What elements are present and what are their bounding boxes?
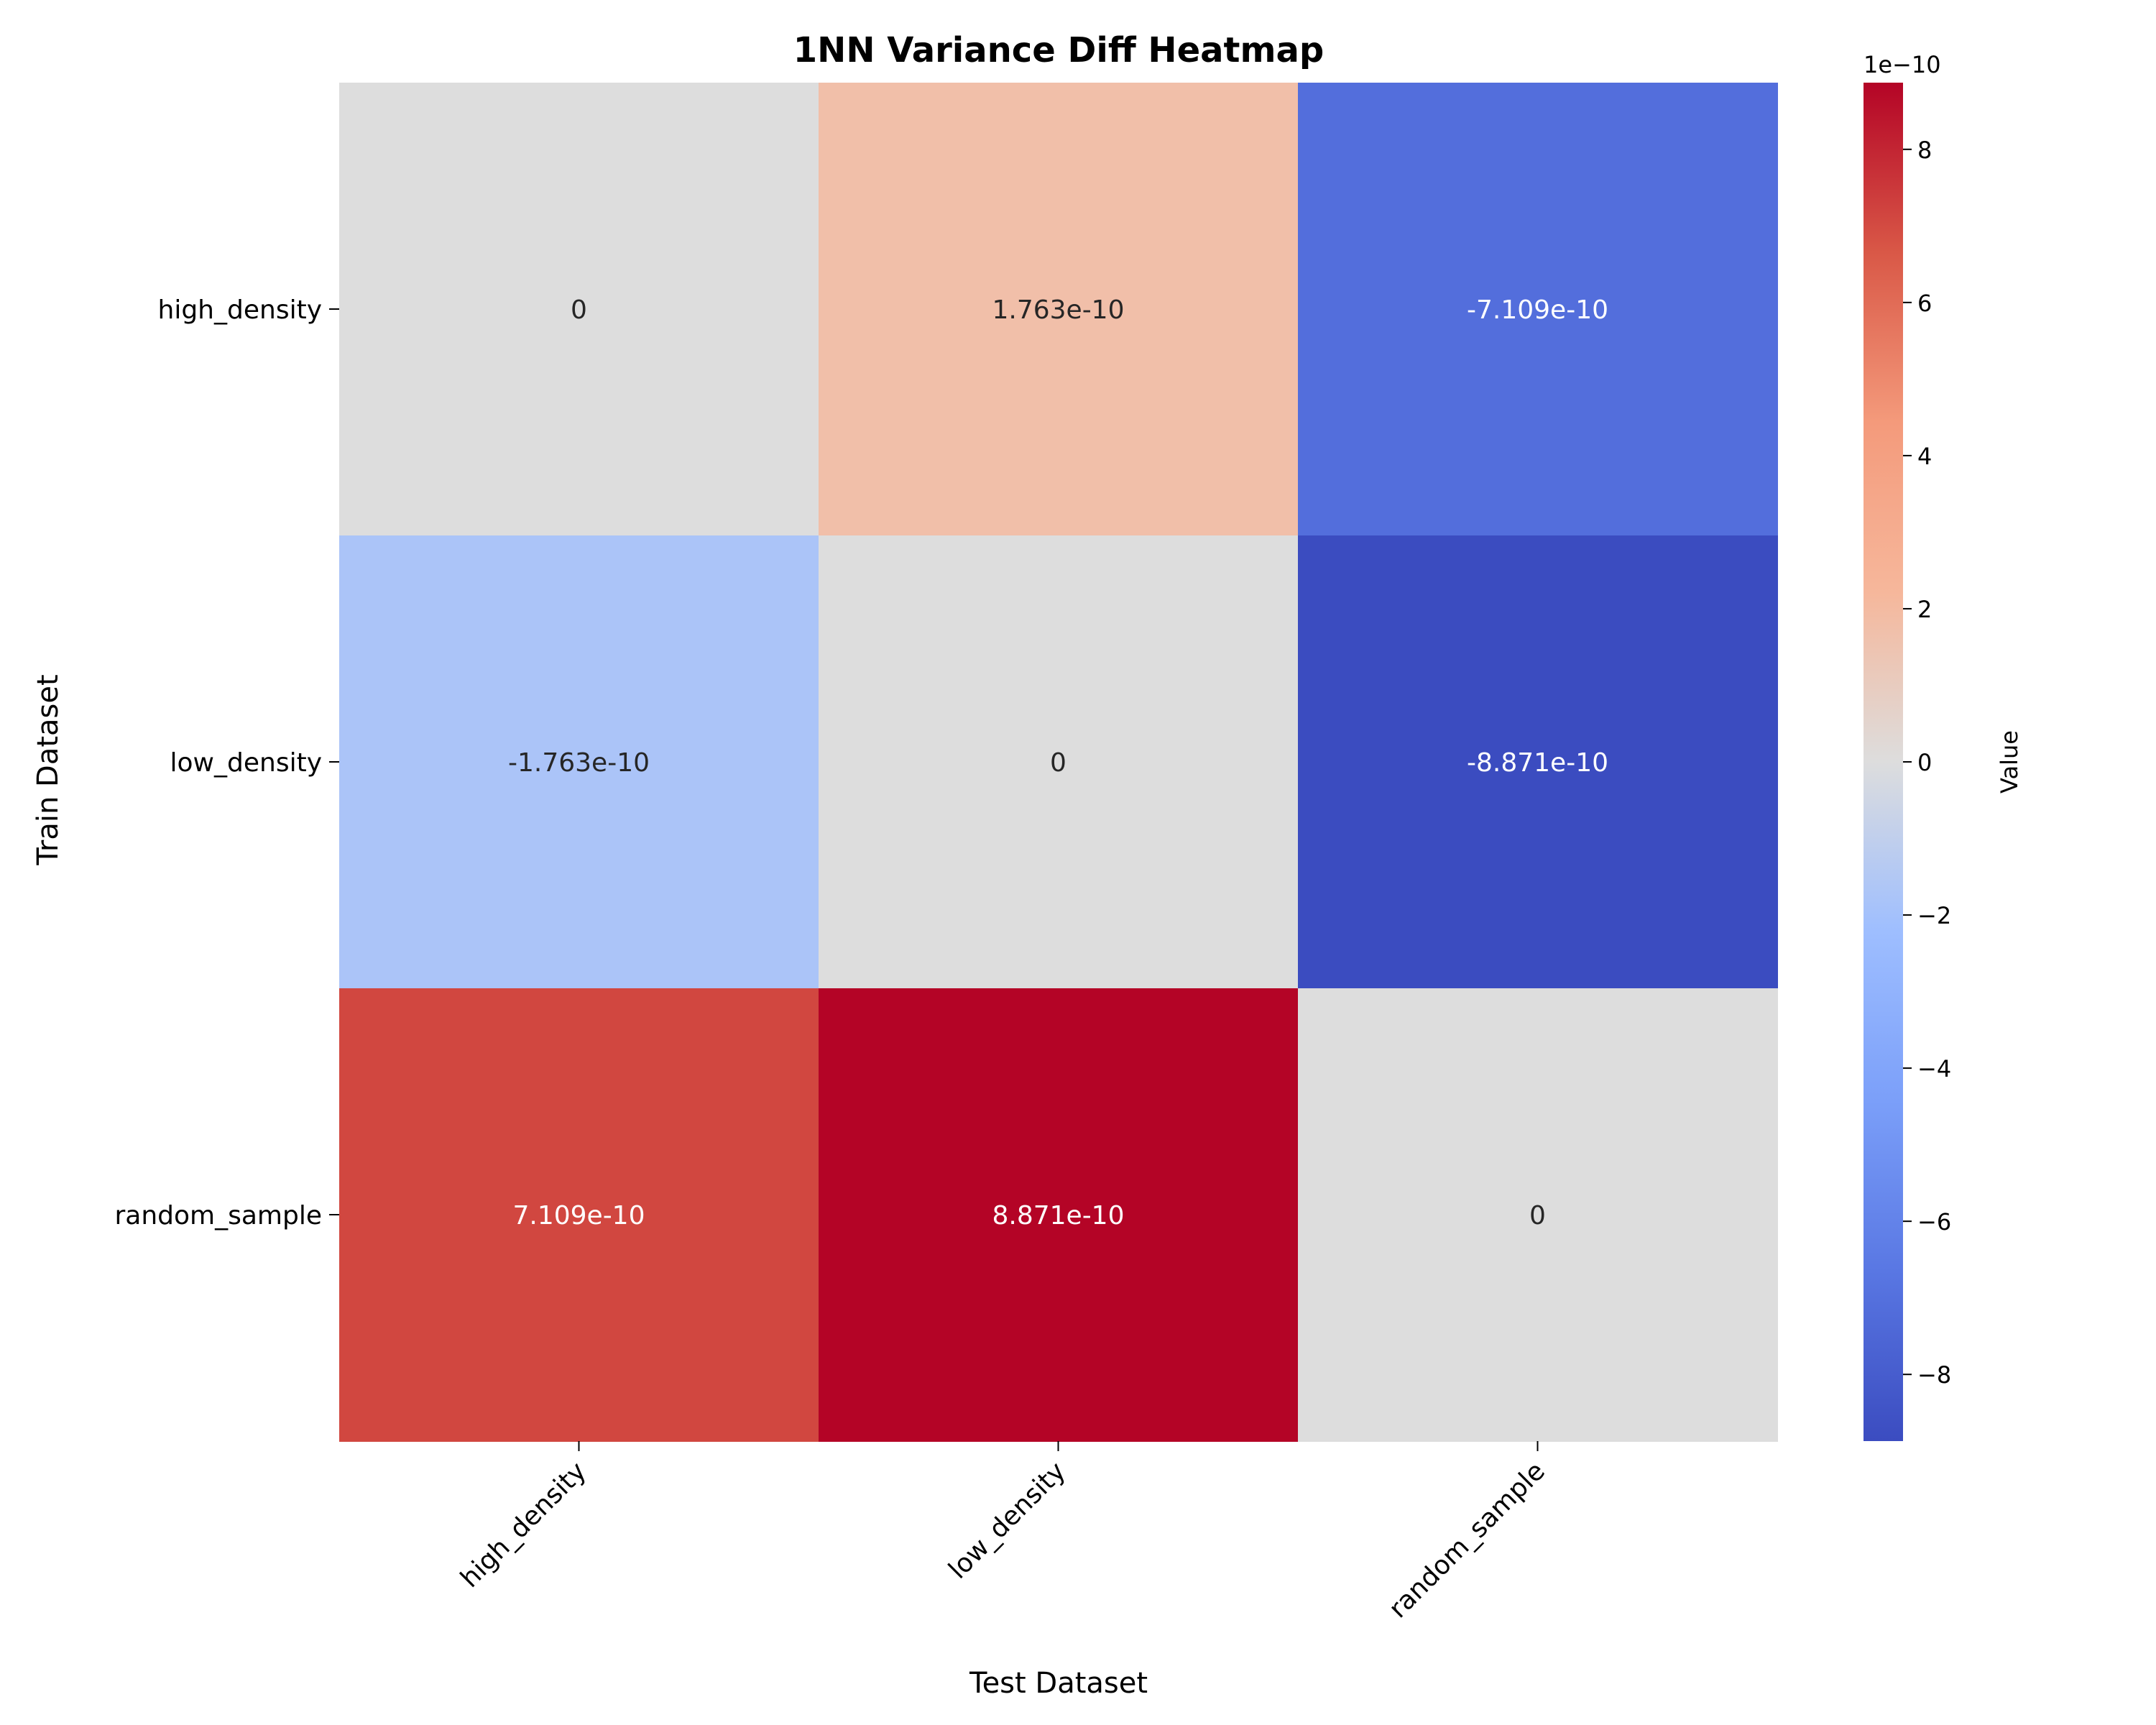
y-tick-label: low_density bbox=[170, 748, 322, 778]
y-tick-label: high_density bbox=[158, 295, 322, 325]
cell-value-label: 7.109e-10 bbox=[512, 1201, 645, 1230]
colorbar: 1e−10 Value −8 −6 −4 −2 0 2 4 6 8 bbox=[1864, 51, 2023, 1441]
cell-value-label: -7.109e-10 bbox=[1467, 295, 1608, 325]
colorbar-tick-label: 8 bbox=[1917, 137, 1932, 164]
colorbar-offset-text: 1e−10 bbox=[1864, 51, 1941, 78]
heatmap-cell bbox=[1298, 535, 1778, 989]
colorbar-tick-label: 0 bbox=[1917, 749, 1932, 776]
heatmap-cell bbox=[1298, 83, 1778, 536]
heatmap-cell bbox=[339, 988, 819, 1442]
x-tick-label: high_density bbox=[455, 1456, 592, 1593]
heatmap-cell bbox=[1298, 988, 1778, 1442]
colorbar-tick-label: −4 bbox=[1917, 1055, 1951, 1082]
y-axis: high_density low_density random_sample bbox=[114, 295, 339, 1230]
heatmap-cells bbox=[339, 83, 1778, 1442]
x-axis: high_density low_density random_sample bbox=[455, 1441, 1551, 1624]
y-axis-label: Train Dataset bbox=[32, 674, 65, 865]
colorbar-tick-label: −2 bbox=[1917, 902, 1951, 929]
heatmap-cell bbox=[339, 535, 819, 989]
cell-value-label: 8.871e-10 bbox=[992, 1201, 1124, 1230]
cell-value-label: -8.871e-10 bbox=[1467, 748, 1608, 778]
colorbar-label: Value bbox=[1996, 730, 2023, 794]
colorbar-tick-label: −8 bbox=[1917, 1361, 1951, 1389]
x-tick-label: random_sample bbox=[1383, 1456, 1551, 1624]
cell-value-label: -1.763e-10 bbox=[508, 748, 650, 778]
heatmap-cell bbox=[819, 535, 1299, 989]
cell-value-label: 0 bbox=[1050, 748, 1067, 778]
colorbar-tick-label: 6 bbox=[1917, 290, 1932, 317]
x-axis-label: Test Dataset bbox=[969, 1667, 1148, 1700]
colorbar-tick-label: −6 bbox=[1917, 1208, 1951, 1236]
colorbar-gradient bbox=[1864, 83, 1903, 1441]
heatmap-cell-labels: 0 1.763e-10 -7.109e-10 -1.763e-10 0 -8.871e-1… bbox=[508, 295, 1608, 1230]
heatmap-cell bbox=[819, 83, 1299, 536]
colorbar-tick-label: 2 bbox=[1917, 596, 1932, 623]
x-tick-label: low_density bbox=[943, 1456, 1072, 1585]
cell-value-label: 1.763e-10 bbox=[992, 295, 1124, 325]
colorbar-ticks: −8 −6 −4 −2 0 2 4 6 8 bbox=[1903, 137, 1951, 1389]
cell-value-label: 0 bbox=[1529, 1201, 1546, 1230]
chart-title: 1NN Variance Diff Heatmap bbox=[793, 30, 1325, 70]
heatmap-cell bbox=[339, 83, 819, 536]
cell-value-label: 0 bbox=[571, 295, 587, 325]
y-tick-label: random_sample bbox=[114, 1201, 322, 1230]
colorbar-tick-label: 4 bbox=[1917, 443, 1932, 470]
heatmap-cell bbox=[819, 988, 1299, 1442]
